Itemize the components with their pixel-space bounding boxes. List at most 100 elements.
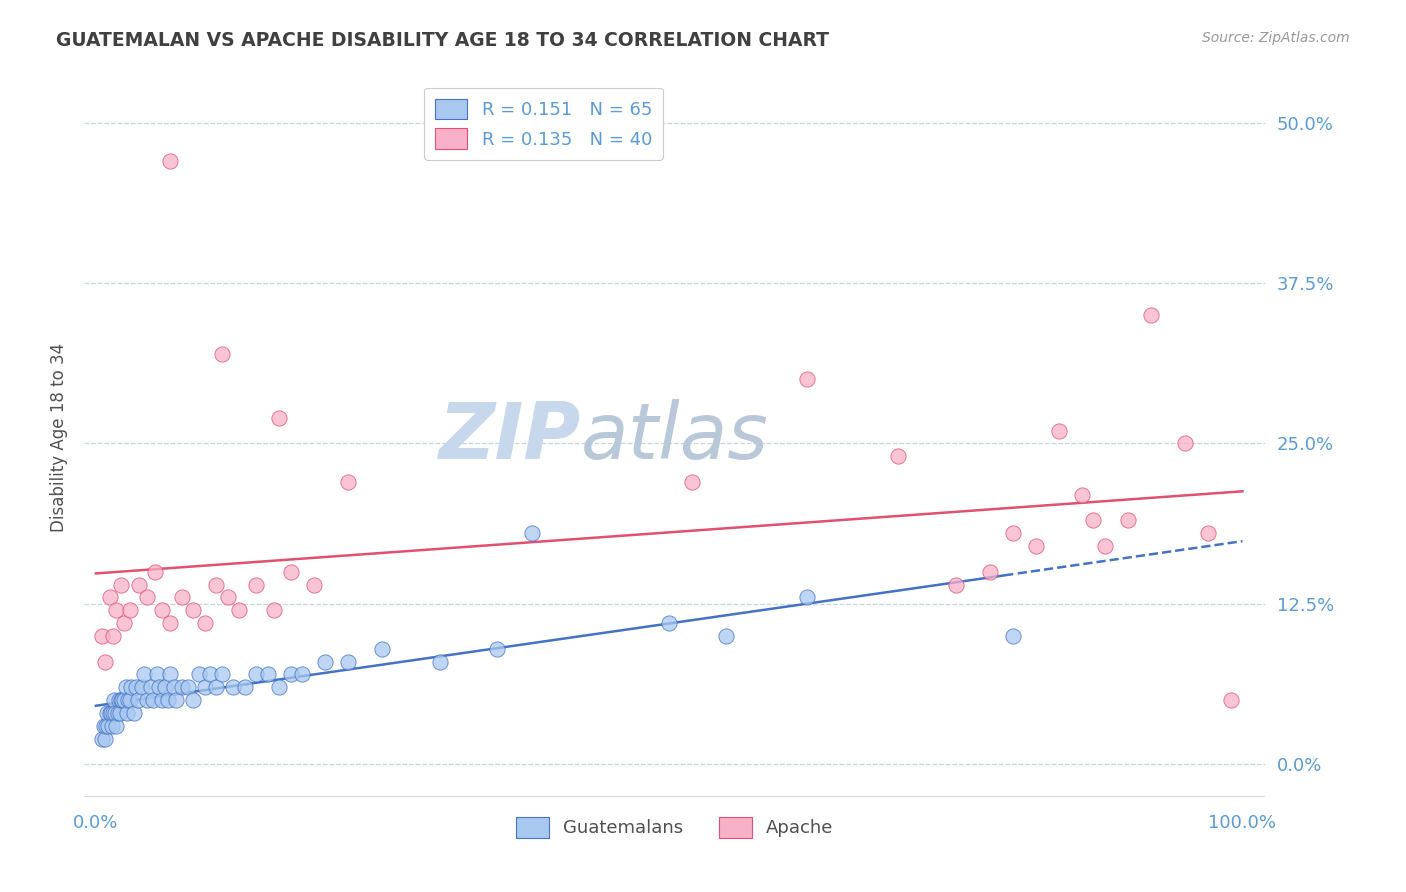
Text: ZIP: ZIP [439, 399, 581, 475]
Point [200, 667, 222, 681]
Point [176, 681, 198, 695]
Point [205, 577, 228, 591]
Point [103, 693, 125, 707]
Text: Source: ZipAtlas.com: Source: ZipAtlas.com [1202, 31, 1350, 45]
Point [1197, 526, 1219, 541]
Point [114, 681, 136, 695]
Point [302, 577, 325, 591]
Legend: Guatemalans, Apache: Guatemalans, Apache [509, 810, 841, 845]
Point [101, 706, 124, 720]
Point [1002, 526, 1025, 541]
Point [486, 641, 509, 656]
Point [104, 706, 127, 720]
Point [159, 616, 181, 631]
Point [136, 693, 159, 707]
Point [188, 667, 211, 681]
Point [233, 681, 256, 695]
Point [94, 731, 117, 746]
Point [125, 681, 148, 695]
Point [887, 450, 910, 464]
Point [1083, 514, 1105, 528]
Point [222, 681, 245, 695]
Point [245, 667, 267, 681]
Point [256, 667, 278, 681]
Point [105, 719, 128, 733]
Point [170, 591, 193, 605]
Point [337, 655, 360, 669]
Y-axis label: Disability Age 18 to 34: Disability Age 18 to 34 [49, 343, 67, 532]
Point [101, 629, 124, 643]
Point [101, 719, 124, 733]
Point [716, 629, 738, 643]
Point [1220, 693, 1243, 707]
Point [110, 577, 132, 591]
Point [157, 693, 180, 707]
Point [796, 591, 818, 605]
Point [681, 475, 703, 489]
Point [217, 591, 239, 605]
Point [979, 565, 1001, 579]
Point [90, 731, 112, 746]
Point [131, 681, 153, 695]
Point [228, 603, 250, 617]
Point [100, 706, 122, 720]
Point [1071, 488, 1094, 502]
Point [269, 681, 291, 695]
Point [150, 693, 173, 707]
Point [105, 603, 128, 617]
Point [96, 706, 118, 720]
Point [263, 603, 285, 617]
Point [194, 681, 217, 695]
Point [145, 565, 167, 579]
Point [658, 616, 681, 631]
Point [159, 154, 181, 169]
Point [429, 655, 451, 669]
Point [796, 372, 818, 386]
Point [136, 591, 159, 605]
Point [150, 603, 173, 617]
Point [110, 693, 132, 707]
Point [142, 693, 165, 707]
Point [117, 693, 139, 707]
Point [132, 667, 155, 681]
Point [165, 693, 187, 707]
Point [211, 667, 233, 681]
Text: atlas: atlas [581, 399, 768, 475]
Point [148, 681, 170, 695]
Point [371, 641, 394, 656]
Point [1116, 514, 1139, 528]
Point [1025, 539, 1047, 553]
Point [269, 410, 291, 425]
Point [127, 693, 149, 707]
Point [337, 475, 360, 489]
Point [181, 603, 204, 617]
Point [280, 565, 302, 579]
Point [1002, 629, 1025, 643]
Point [97, 719, 120, 733]
Point [114, 616, 136, 631]
Text: GUATEMALAN VS APACHE DISABILITY AGE 18 TO 34 CORRELATION CHART: GUATEMALAN VS APACHE DISABILITY AGE 18 T… [56, 31, 830, 50]
Point [120, 693, 142, 707]
Point [945, 577, 967, 591]
Point [122, 706, 145, 720]
Point [128, 577, 150, 591]
Point [139, 681, 162, 695]
Point [245, 577, 267, 591]
Point [1047, 424, 1070, 438]
Point [98, 591, 121, 605]
Point [314, 655, 336, 669]
Point [108, 706, 131, 720]
Point [181, 693, 204, 707]
Point [93, 719, 115, 733]
Point [211, 346, 233, 360]
Point [291, 667, 314, 681]
Point [120, 681, 142, 695]
Point [98, 706, 121, 720]
Point [520, 526, 543, 541]
Point [94, 655, 117, 669]
Point [170, 681, 193, 695]
Point [120, 603, 142, 617]
Point [114, 693, 136, 707]
Point [205, 681, 228, 695]
Point [1174, 436, 1197, 450]
